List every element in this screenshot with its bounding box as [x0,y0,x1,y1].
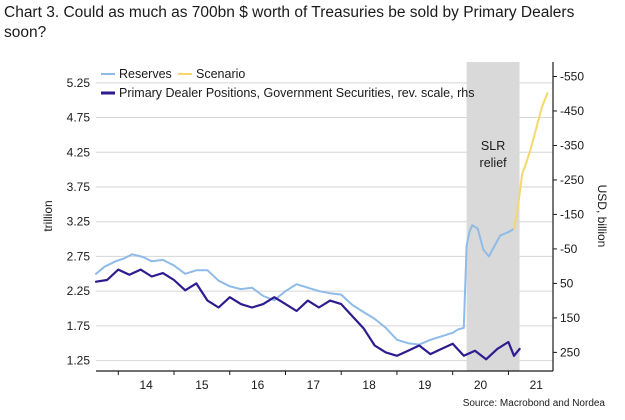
x-tick-label-5: 19 [418,378,432,392]
right-tick-label-4: -150 [560,207,584,221]
x-axis-ticks: 14 15 16 17 18 19 20 21 [117,371,544,392]
slr-relief-label: SLR relief [480,139,508,170]
left-axis-ticks: 1.25 1.75 2.25 2.75 3.25 3.75 4.25 4.75 5.25 [67,76,91,368]
left-tick-label-2: 2.25 [67,284,91,298]
chart-title: Chart 3. Could as much as 700bn $ worth … [4,4,575,41]
source-note: Source: Macrobond and Nordea [462,398,605,409]
left-tick-label-0: 1.25 [67,354,91,368]
legend: Reserves Scenario Primary Dealer Positio… [101,67,474,100]
right-tick-label-6: 50 [560,276,574,290]
left-tick-label-5: 3.75 [67,180,91,194]
legend-label-reserves: Reserves [119,67,172,81]
series-line-0 [95,224,515,346]
series-line-2 [94,268,521,361]
x-tick-label-2: 16 [251,378,265,392]
right-tick-label-3: -250 [560,173,584,187]
right-axis-label: USD, billion [595,185,609,248]
right-tick-label-2: -350 [560,138,584,152]
left-axis-label: trillion [41,200,55,231]
x-tick-label-1: 15 [195,378,209,392]
x-tick-label-7: 21 [530,378,544,392]
slr-relief-label-line2: relief [480,156,508,170]
x-tick-label-3: 17 [307,378,321,392]
legend-label-primary-dealer-positions: Primary Dealer Positions, Government Sec… [119,86,474,100]
x-tick-label-4: 18 [362,378,376,392]
left-tick-label-3: 2.75 [67,249,91,263]
left-tick-label-4: 3.25 [67,215,91,229]
right-tick-label-5: -50 [560,242,578,256]
left-tick-label-6: 4.25 [67,145,91,159]
x-tick-label-6: 20 [474,378,488,392]
right-tick-label-0: -550 [560,69,584,83]
left-tick-label-1: 1.75 [67,319,91,333]
x-tick-label-0: 14 [139,378,153,392]
slr-relief-shaded-region [466,62,520,371]
plot-frame [96,62,554,372]
right-axis-ticks: -550 -450 -350 -250 -150 -50 50 150 250 [553,69,584,359]
series-line-1 [513,92,549,230]
left-tick-label-8: 5.25 [67,76,91,90]
right-tick-label-7: 150 [560,311,580,325]
left-tick-label-7: 4.75 [67,111,91,125]
slr-relief-label-line1: SLR [481,139,505,153]
right-tick-label-8: 250 [560,345,580,359]
right-tick-label-1: -450 [560,104,584,118]
legend-label-scenario: Scenario [196,67,245,81]
series-lines [94,92,549,361]
